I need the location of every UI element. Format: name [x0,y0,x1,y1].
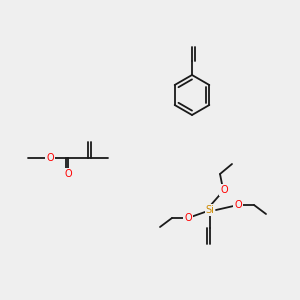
Text: Si: Si [206,205,214,215]
Text: O: O [220,185,228,195]
Text: O: O [46,153,54,163]
Text: O: O [184,213,192,223]
Text: O: O [64,169,72,179]
Text: O: O [234,200,242,210]
